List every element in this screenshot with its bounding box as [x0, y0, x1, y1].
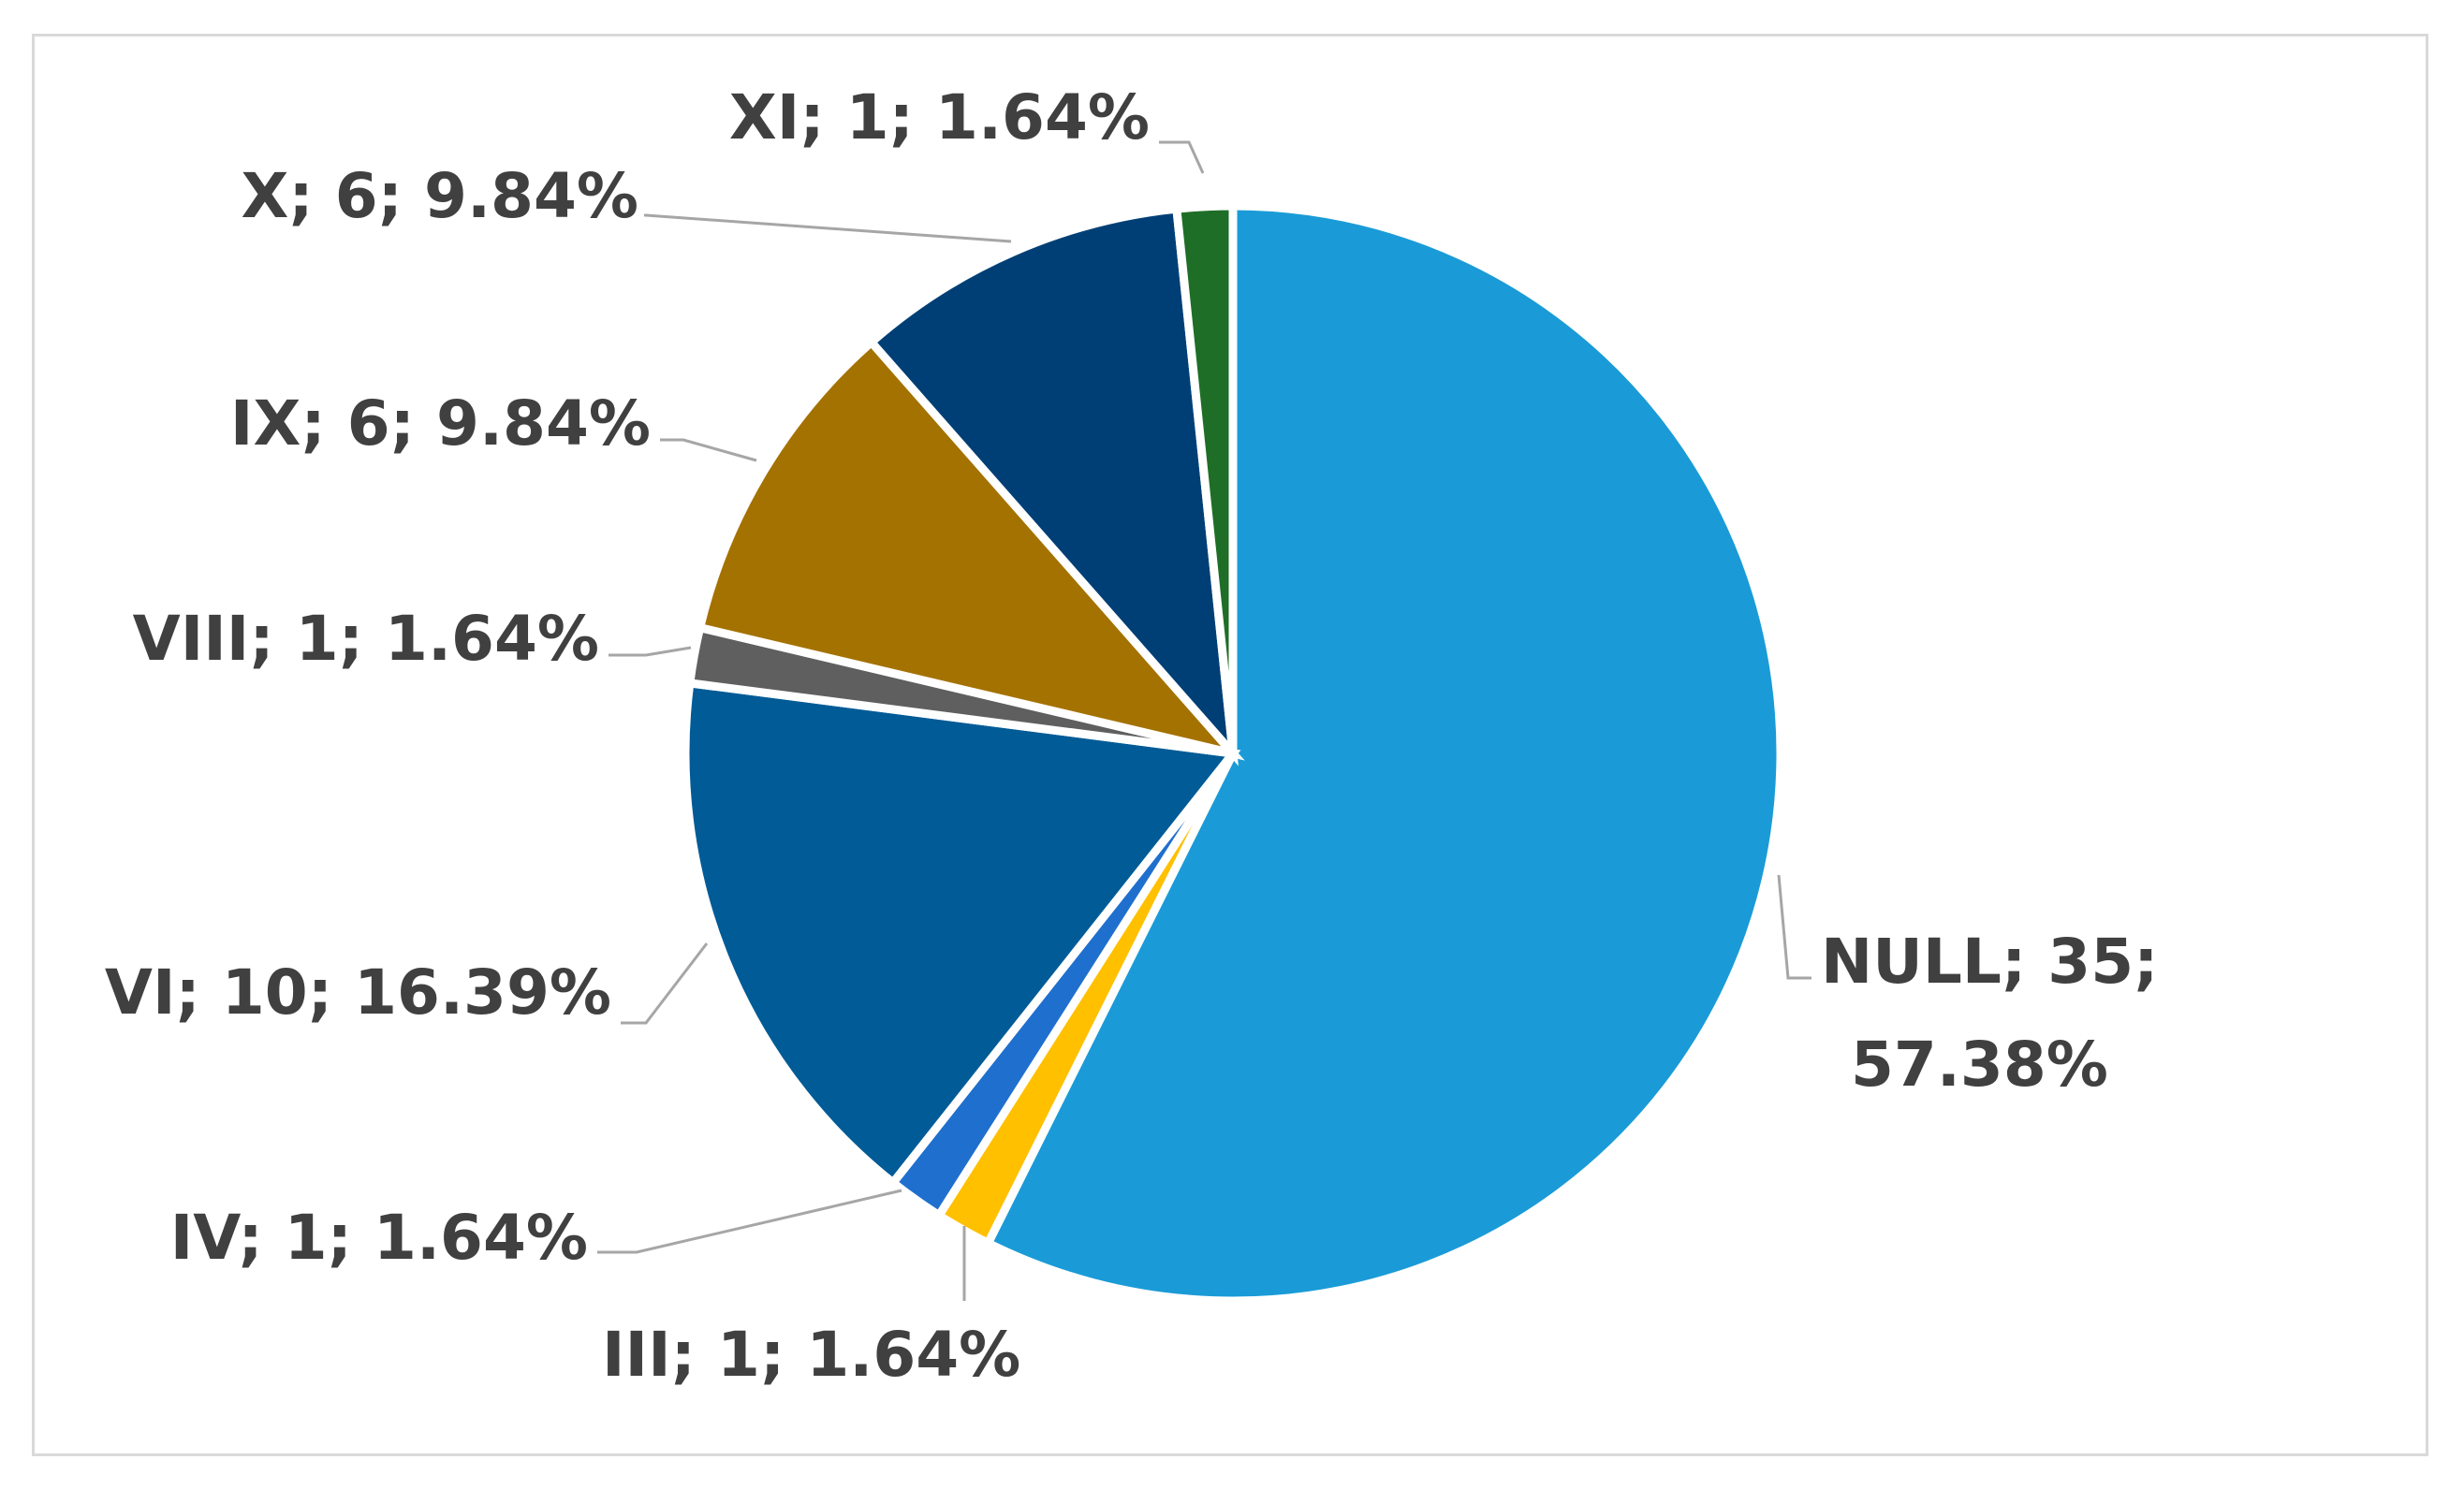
- data-label-line: VIII; 1; 1.64%: [133, 603, 599, 675]
- data-label-line: X; 6; 9.84%: [241, 160, 638, 232]
- data-label-null: NULL; 35; 57.38%: [1821, 926, 2159, 1101]
- data-label-ix: IX; 6; 9.84%: [230, 387, 651, 460]
- data-label-line: III; 1; 1.64%: [602, 1319, 1020, 1391]
- data-label-vi: VI; 10; 16.39%: [105, 956, 611, 1029]
- leader-line-xi: [1159, 142, 1203, 173]
- data-label-line: 57.38%: [1851, 1029, 2108, 1101]
- data-label-iii: III; 1; 1.64%: [602, 1319, 1020, 1391]
- data-label-line: XI; 1; 1.64%: [729, 81, 1150, 153]
- leader-line-x: [644, 215, 1011, 241]
- data-label-line: IX; 6; 9.84%: [230, 387, 651, 460]
- data-label-x: X; 6; 9.84%: [241, 160, 638, 232]
- data-label-viii: VIII; 1; 1.64%: [133, 603, 599, 675]
- data-label-line: NULL; 35;: [1821, 926, 2159, 998]
- data-label-line: IV; 1; 1.64%: [170, 1202, 588, 1274]
- leader-line-vi: [621, 943, 707, 1023]
- data-label-line: VI; 10; 16.39%: [105, 956, 611, 1029]
- data-label-iv: IV; 1; 1.64%: [170, 1202, 588, 1274]
- leader-line-null: [1779, 875, 1811, 978]
- data-label-xi: XI; 1; 1.64%: [729, 81, 1150, 153]
- leader-line-iv: [597, 1190, 902, 1252]
- leader-line-ix: [660, 440, 756, 460]
- leader-line-viii: [609, 648, 691, 655]
